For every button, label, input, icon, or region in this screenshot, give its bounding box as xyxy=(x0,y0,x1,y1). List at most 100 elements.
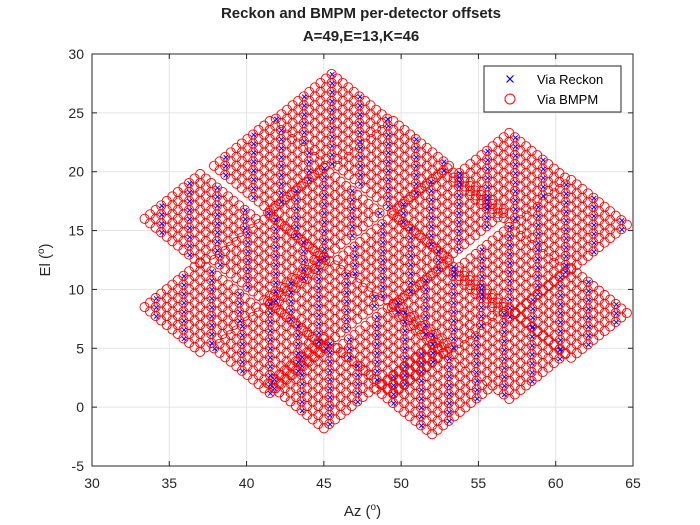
reckon-point xyxy=(377,210,383,216)
reckon-point xyxy=(441,159,447,165)
reckon-point xyxy=(294,224,300,230)
reckon-point xyxy=(329,89,335,95)
reckon-point xyxy=(209,295,215,302)
bmpm-point xyxy=(543,201,554,212)
bmpm-point xyxy=(493,172,504,183)
reckon-point xyxy=(391,382,397,388)
reckon-point xyxy=(209,278,215,284)
reckon-point xyxy=(209,331,215,337)
reckon-point xyxy=(327,376,333,383)
reckon-point xyxy=(301,248,307,255)
reckon-point xyxy=(563,262,569,268)
reckon-point xyxy=(485,175,491,181)
reckon-point xyxy=(217,262,223,268)
bmpm-point xyxy=(442,163,453,174)
reckon-point xyxy=(428,179,434,185)
bmpm-point xyxy=(526,190,537,201)
bmpm-point xyxy=(465,344,476,355)
reckon-point xyxy=(181,282,187,288)
bmpm-point xyxy=(329,260,341,271)
bmpm-point xyxy=(264,298,275,309)
reckon-point xyxy=(358,145,364,151)
reckon-point xyxy=(530,297,536,303)
legend-label-bmpm: Via BMPM xyxy=(537,92,598,107)
reckon-point xyxy=(301,94,307,100)
reckon-point xyxy=(529,378,535,384)
reckon-point xyxy=(329,107,335,113)
reckon-point xyxy=(374,350,380,356)
reckon-point xyxy=(288,290,294,296)
reckon-point xyxy=(374,359,380,365)
reckon-point xyxy=(251,168,257,174)
reckon-point xyxy=(563,191,569,197)
reckon-point xyxy=(507,233,513,239)
reckon-point xyxy=(329,116,335,122)
reckon-point xyxy=(251,177,257,183)
reckon-point xyxy=(245,266,251,272)
reckon-point xyxy=(159,203,165,209)
reckon-point xyxy=(456,192,462,198)
reckon-point xyxy=(329,152,335,158)
reckon-point xyxy=(474,378,480,384)
bmpm-point xyxy=(493,375,504,387)
reckon-point xyxy=(501,356,507,362)
reckon-point xyxy=(413,163,419,169)
reckon-point xyxy=(352,262,358,268)
reckon-point xyxy=(391,391,397,397)
x-tick-label: 60 xyxy=(548,475,564,491)
reckon-point xyxy=(512,135,519,141)
reckon-point xyxy=(563,182,569,188)
reckon-point xyxy=(507,296,513,302)
bmpm-point xyxy=(313,230,324,241)
reckon-point xyxy=(273,262,279,268)
reckon-point xyxy=(507,278,513,284)
reckon-point xyxy=(558,292,564,299)
reckon-point xyxy=(187,234,193,240)
reckon-point xyxy=(273,244,279,250)
bmpm-point xyxy=(543,344,554,355)
bmpm-point xyxy=(178,200,189,211)
bmpm-point xyxy=(329,207,341,218)
bmpm-point xyxy=(195,319,206,331)
reckon-point xyxy=(301,103,307,109)
legend-marker-bmpm xyxy=(504,93,516,105)
reckon-point xyxy=(223,154,229,160)
x-tick-label: 30 xyxy=(84,475,100,491)
reckon-point xyxy=(355,372,361,378)
reckon-point xyxy=(237,300,243,306)
reckon-point xyxy=(529,360,535,367)
bmpm-point xyxy=(442,207,453,218)
reckon-point xyxy=(479,265,485,271)
bmpm-point xyxy=(493,313,504,324)
reckon-point xyxy=(423,287,429,293)
reckon-point xyxy=(267,328,273,334)
reckon-point xyxy=(512,153,519,159)
reckon-point xyxy=(327,394,333,400)
reckon-point xyxy=(159,221,165,227)
reckon-point xyxy=(245,284,251,290)
reckon-point xyxy=(321,174,328,181)
legend-label-reckon: Via Reckon xyxy=(537,72,603,87)
reckon-point xyxy=(456,183,462,190)
reckon-point xyxy=(349,206,355,212)
reckon-point xyxy=(209,304,215,311)
reckon-point xyxy=(327,421,333,427)
bmpm-point xyxy=(388,325,399,336)
reckon-point xyxy=(408,235,414,241)
reckon-point xyxy=(271,376,277,383)
reckon-point xyxy=(395,309,401,315)
bmpm-point xyxy=(259,356,270,367)
reckon-point xyxy=(273,235,279,241)
bmpm-point xyxy=(259,286,270,297)
reckon-point xyxy=(474,334,480,340)
bmpm-point xyxy=(610,219,621,230)
reckon-point xyxy=(329,143,335,149)
bmpm-point xyxy=(195,302,206,313)
reckon-point xyxy=(358,181,364,187)
reckon-point xyxy=(327,341,333,347)
reckon-point xyxy=(479,247,485,253)
y-tick-label: 30 xyxy=(68,46,84,62)
bmpm-point xyxy=(504,221,515,233)
reckon-point xyxy=(478,313,485,319)
